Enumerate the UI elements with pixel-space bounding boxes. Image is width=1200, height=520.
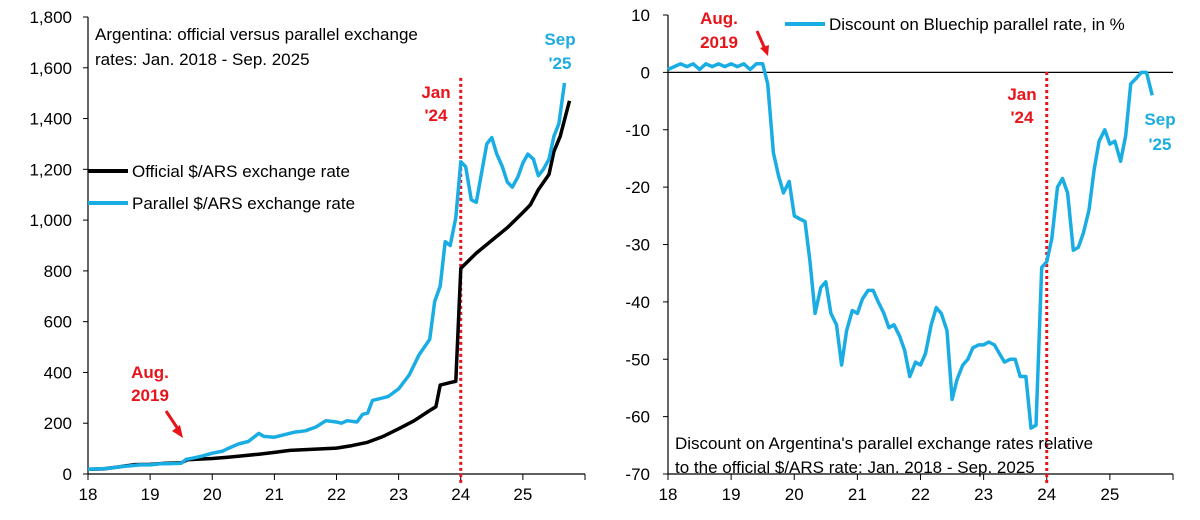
right-chart-discount: -70 -60 -50 -40 -30 -20 -10 0 10 18 19 20 21 22 23 24 25… xyxy=(625,6,1175,504)
left-x-tick-label: 21 xyxy=(265,485,284,504)
right-aug2019-arrowhead xyxy=(760,45,769,56)
left-aug2019-label-line-1: Aug. xyxy=(131,363,169,382)
left-sep25-label-line-1: Sep xyxy=(544,30,575,49)
left-x-tick-label: 22 xyxy=(327,485,346,504)
right-y-tick-label: 10 xyxy=(631,6,650,25)
left-y-tick-label: 1,600 xyxy=(29,59,72,78)
right-x-tick-label: 23 xyxy=(974,485,993,504)
right-x-tick-label: 25 xyxy=(1100,485,1119,504)
left-axes: 0 200 400 600 800 1,000 1,200 1,400 1,600 1,800 18… xyxy=(29,8,586,504)
left-series-line-parallel xyxy=(87,82,567,471)
right-aug2019-label-line-2: 2019 xyxy=(700,33,738,52)
left-x-tick-label: 24 xyxy=(451,485,470,504)
right-x-tick-label: 20 xyxy=(785,485,804,504)
right-x-tick-label: 19 xyxy=(722,485,741,504)
left-y-tick-label: 1,200 xyxy=(29,160,72,179)
right-jan24-label-line-1: Jan xyxy=(1007,85,1036,104)
right-chart-title-line-1: Discount on Argentina's parallel exchang… xyxy=(675,434,1093,453)
right-x-tick-label: 24 xyxy=(1037,485,1056,504)
left-aug2019-label-line-2: 2019 xyxy=(131,386,169,405)
left-aug2019-arrowhead xyxy=(172,425,183,438)
legend-official-label: Official $/ARS exchange rate xyxy=(132,162,350,181)
left-y-tick-label: 200 xyxy=(44,414,72,433)
left-y-tick-label: 1,800 xyxy=(29,8,72,27)
left-chart-title-line-2: rates: Jan. 2018 - Sep. 2025 xyxy=(95,50,310,69)
right-y-tick-label: -50 xyxy=(625,350,650,369)
right-y-tick-label: -70 xyxy=(625,465,650,484)
right-sep25-label-line-2: '25 xyxy=(1149,135,1172,154)
right-x-tick-label: 18 xyxy=(659,485,678,504)
right-y-tick-label: -40 xyxy=(625,293,650,312)
left-series-group xyxy=(87,77,572,484)
right-series-line-parallel xyxy=(667,62,1154,430)
left-y-tick-label: 1,400 xyxy=(29,110,72,129)
left-chart-exchange-rates: 0 200 400 600 800 1,000 1,200 1,400 1,600 1,800 18… xyxy=(29,8,586,504)
legend-discount-label: Discount on Bluechip parallel rate, in % xyxy=(829,15,1125,34)
right-y-tick-label: -20 xyxy=(625,178,650,197)
left-x-tick-label: 20 xyxy=(203,485,222,504)
right-jan24-label-line-2: '24 xyxy=(1011,108,1034,127)
right-legend: Discount on Bluechip parallel rate, in % xyxy=(785,15,1125,34)
right-y-tick-label: 0 xyxy=(641,63,650,82)
left-legend: Official $/ARS exchange rate Parallel $/… xyxy=(88,162,355,213)
left-jan24-label-line-2: '24 xyxy=(425,106,448,125)
right-x-tick-label: 22 xyxy=(911,485,930,504)
right-chart-title-line-2: to the official $/ARS rate: Jan. 2018 - … xyxy=(675,458,1035,477)
left-x-tick-label: 23 xyxy=(389,485,408,504)
right-axes: -70 -60 -50 -40 -30 -20 -10 0 10 18 19 20 21 22 23 24 25 xyxy=(625,6,1174,504)
left-x-tick-label: 19 xyxy=(141,485,160,504)
left-y-tick-label: 800 xyxy=(44,262,72,281)
right-aug2019-arrow xyxy=(755,30,767,50)
left-y-tick-label: 600 xyxy=(44,313,72,332)
left-x-tick-label: 18 xyxy=(79,485,98,504)
left-y-tick-label: 0 xyxy=(63,465,72,484)
right-series-group xyxy=(667,62,1154,484)
right-y-tick-label: -10 xyxy=(625,121,650,140)
right-x-tick-label: 21 xyxy=(848,485,867,504)
left-chart-title-line-1: Argentina: official versus parallel exch… xyxy=(95,25,418,44)
left-y-tick-label: 1,000 xyxy=(29,211,72,230)
right-sep25-label-line-1: Sep xyxy=(1144,110,1175,129)
left-x-tick-label: 25 xyxy=(513,485,532,504)
left-sep25-label-line-2: '25 xyxy=(549,54,572,73)
legend-parallel-label: Parallel $/ARS exchange rate xyxy=(132,194,355,213)
left-y-tick-label: 400 xyxy=(44,363,72,382)
left-jan24-label-line-1: Jan xyxy=(421,83,450,102)
right-aug2019-label-line-1: Aug. xyxy=(700,9,738,28)
right-y-tick-label: -60 xyxy=(625,408,650,427)
right-y-tick-label: -30 xyxy=(625,236,650,255)
